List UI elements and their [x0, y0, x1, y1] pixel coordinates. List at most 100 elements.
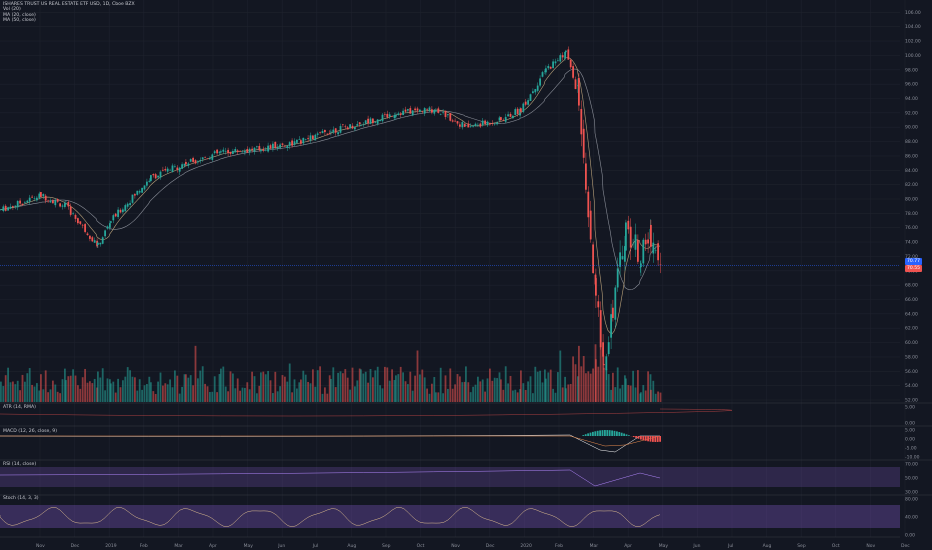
- candle: [592, 244, 594, 274]
- candle: [541, 72, 544, 77]
- volume-bar: [589, 373, 592, 402]
- volume-bar: [101, 368, 104, 402]
- pane-tick-label: -5.00: [905, 446, 917, 452]
- candle: [79, 221, 82, 224]
- volume-bar: [112, 381, 115, 402]
- volume-bar: [124, 376, 127, 402]
- candle: [213, 151, 216, 154]
- candle: [304, 139, 307, 140]
- candle: [644, 239, 647, 245]
- volume-bar: [532, 393, 534, 402]
- atr-legend[interactable]: ATR (14, RMA): [3, 405, 36, 410]
- volume-bar: [286, 381, 289, 402]
- volume-bar: [24, 381, 26, 402]
- stoch-legend[interactable]: Stoch (14, 3, 3): [3, 496, 39, 501]
- time-axis[interactable]: Nov Dec 2019 Feb Mar Apr May Jun Jul Aug Sep Oct Nov…: [36, 543, 910, 549]
- candle: [36, 197, 38, 201]
- volume-bar: [169, 379, 171, 402]
- volume-bar: [652, 380, 655, 402]
- rsi-band: [0, 467, 900, 487]
- candle: [376, 119, 379, 124]
- volume-bar: [134, 377, 136, 402]
- candle: [384, 114, 386, 115]
- legend-ma50[interactable]: MA (50, close): [3, 18, 36, 24]
- volume-bar: [36, 383, 38, 402]
- volume-bar: [516, 392, 519, 402]
- candle: [650, 224, 652, 247]
- volume-bar: [504, 366, 507, 402]
- candle: [288, 142, 291, 146]
- macd-hist-bar: [596, 430, 599, 436]
- volume-bar: [104, 390, 106, 402]
- volume-bar: [326, 393, 329, 402]
- volume-bar: [159, 372, 162, 402]
- candle: [183, 163, 186, 166]
- volume-bar: [621, 384, 624, 402]
- candle: [582, 128, 585, 158]
- candle: [33, 198, 36, 199]
- volume-bar: [65, 380, 67, 402]
- volume-bar: [449, 368, 452, 402]
- candle: [14, 205, 17, 207]
- ma20-path: [0, 57, 660, 335]
- candle: [391, 116, 393, 117]
- macd-legend[interactable]: MACD (12, 26, close, 9): [3, 429, 57, 434]
- candle: [337, 132, 339, 135]
- volume-bar: [302, 370, 305, 402]
- candle: [262, 149, 265, 151]
- candle: [467, 123, 470, 128]
- volume-bar: [578, 345, 580, 402]
- volume-bar: [157, 381, 159, 402]
- candle: [484, 120, 486, 124]
- candle: [91, 237, 94, 242]
- volume-bar: [599, 317, 602, 402]
- volume-bar: [122, 380, 124, 402]
- volume-bar: [612, 372, 614, 402]
- candle: [439, 114, 442, 115]
- rsi-legend[interactable]: RSI (14, close): [3, 462, 36, 467]
- volume-bar: [59, 393, 61, 402]
- volume-bar: [28, 368, 31, 402]
- candle: [260, 150, 262, 152]
- volume-bar: [549, 369, 552, 402]
- candle: [481, 120, 484, 126]
- legend-ma20[interactable]: MA (20, close): [3, 12, 36, 18]
- legend-volume[interactable]: Vol (20): [3, 7, 21, 13]
- candle: [244, 150, 246, 153]
- volume-bar: [293, 379, 296, 402]
- grid-lines: [0, 0, 906, 538]
- candle: [344, 126, 347, 127]
- x-tick-label: Sep: [382, 543, 391, 549]
- macd-hist-bar: [649, 436, 652, 442]
- volume-bar: [426, 388, 428, 402]
- volume-bar: [279, 386, 281, 402]
- volume-bar: [572, 356, 574, 402]
- candle: [204, 157, 206, 159]
- volume-bar: [456, 374, 459, 402]
- volume-bar: [312, 369, 314, 402]
- volume-bar: [552, 388, 554, 402]
- candle: [181, 164, 183, 169]
- candle: [489, 123, 491, 125]
- candle: [232, 151, 234, 154]
- volume-bar: [442, 393, 444, 402]
- volume-bar: [248, 389, 251, 402]
- volume-bar: [344, 369, 347, 402]
- volume-bar: [152, 391, 155, 402]
- candle: [119, 209, 122, 213]
- candle: [461, 122, 464, 128]
- volume-bar: [199, 370, 202, 402]
- volume-bar: [288, 363, 291, 402]
- candle: [504, 116, 507, 122]
- candle: [479, 123, 482, 127]
- volume-bar: [358, 368, 361, 402]
- candle: [152, 174, 155, 176]
- volume-bar: [514, 389, 517, 402]
- volume-bar: [171, 387, 174, 402]
- candle: [459, 124, 461, 127]
- volume-bar: [527, 381, 529, 402]
- candle: [399, 113, 402, 115]
- candle: [545, 68, 547, 73]
- volume-bar: [224, 386, 227, 402]
- volume-bar: [574, 364, 577, 402]
